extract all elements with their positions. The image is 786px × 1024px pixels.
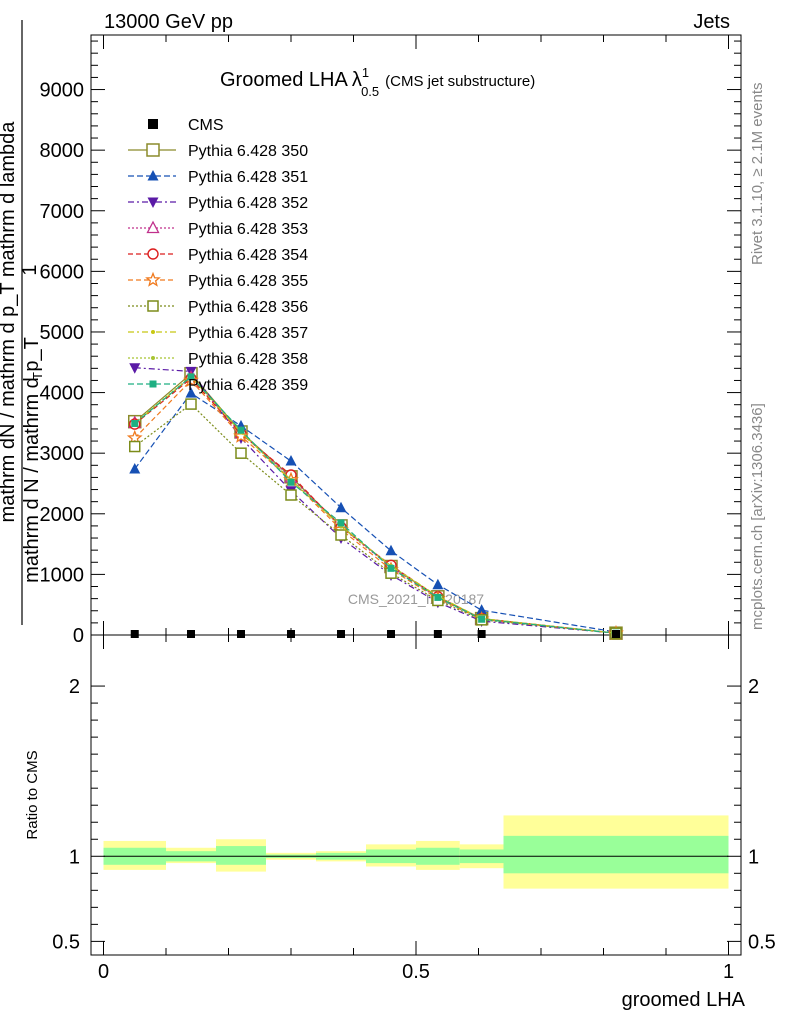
cms-data-point <box>237 630 245 638</box>
legend-marker <box>147 170 159 181</box>
series-point <box>237 426 245 434</box>
y-tick-label: 6000 <box>40 261 85 283</box>
ratio-axis-label: Ratio to CMS <box>24 750 41 839</box>
cms-data-layer <box>130 630 620 638</box>
y-tick-label: 4000 <box>40 383 85 405</box>
legend-marker <box>151 330 155 334</box>
series-point <box>434 593 442 601</box>
series-point <box>335 529 347 541</box>
ratio-band-inner <box>503 835 729 874</box>
series-point <box>335 501 347 513</box>
legend-marker-cms <box>148 119 158 129</box>
series-point <box>185 398 197 410</box>
legend-label: Pythia 6.428 350 <box>188 143 308 160</box>
y-tick-label: 7000 <box>40 201 85 223</box>
ratio-tick-label-left: 2 <box>69 676 80 698</box>
series-point <box>235 447 247 459</box>
y-axis-label-denominator: mathrm d N / mathrm d p_T <box>21 337 43 583</box>
series-point <box>129 462 141 474</box>
chart-title-sub: 0.5 <box>361 84 379 99</box>
legend-marker <box>149 380 157 388</box>
series-point <box>285 455 297 466</box>
legend-label: Pythia 6.428 353 <box>188 221 308 238</box>
chart-title-sup: 1 <box>362 65 369 80</box>
y-tick-label: 5000 <box>40 322 85 344</box>
cms-data-point <box>433 630 442 638</box>
ratio-plot-frame <box>90 634 742 956</box>
y-axis-label-numerator: mathrm dN / mathrm d p_T mathrm d lambda <box>0 121 19 523</box>
analysis-watermark: CMS_2021_I1920187 <box>348 591 484 607</box>
y-axis-label-sub: T <box>30 372 45 380</box>
legend-marker <box>146 220 160 234</box>
legend: CMS Pythia 6.428 350 Pythia 6.428 351 Pythi… <box>128 117 308 394</box>
ratio-tick-label-left: 1 <box>69 846 80 868</box>
series-point <box>129 440 141 453</box>
legend-marker <box>151 356 155 360</box>
chart-title-text: Groomed LHA <box>220 69 348 91</box>
cms-data-point <box>387 630 395 638</box>
y-tick-label: 9000 <box>40 80 85 102</box>
axes: 0 1000 2000 3000 4000 5000 6000 7000 8000 9000 0 0.… <box>40 35 776 983</box>
y-axis-label-prefactor: 1 <box>19 264 41 275</box>
x-tick-label: 0 <box>98 961 109 983</box>
series-point <box>131 419 139 427</box>
chart-title-note: (CMS jet substructure) <box>385 73 535 90</box>
legend-marker <box>147 197 159 208</box>
ratio-bands <box>103 815 729 889</box>
ratio-tick-label-right: 2 <box>748 676 759 698</box>
legend-label: Pythia 6.428 354 <box>188 247 308 264</box>
cms-data-point <box>287 630 295 638</box>
cms-data-point <box>612 630 620 638</box>
x-axis-label: groomed LHA <box>622 989 746 1011</box>
y-tick-label: 1000 <box>40 564 85 586</box>
ratio-tick-label-left: 0.5 <box>52 931 80 953</box>
legend-marker <box>147 300 159 312</box>
legend-label: Pythia 6.428 356 <box>188 299 308 316</box>
series-point <box>233 427 249 443</box>
legend-marker <box>146 143 160 157</box>
cms-data-point <box>337 630 345 638</box>
legend-label: CMS <box>188 117 224 134</box>
cms-data-point <box>130 630 139 638</box>
legend-label: Pythia 6.428 351 <box>188 169 308 186</box>
header-process: 13000 GeV pp <box>104 11 233 33</box>
series-point <box>287 478 295 486</box>
series-point <box>476 604 488 615</box>
series-point <box>385 544 397 556</box>
ratio-band-inner <box>216 846 266 865</box>
header-observable: Jets <box>693 11 730 33</box>
legend-label: Pythia 6.428 352 <box>188 195 308 212</box>
cms-data-point <box>477 630 486 638</box>
x-tick-label: 0.5 <box>402 961 430 983</box>
series-point <box>387 564 395 572</box>
series-point <box>337 519 345 527</box>
legend-marker <box>145 271 161 287</box>
cms-data-point <box>187 630 195 638</box>
y-tick-label: 2000 <box>40 504 85 526</box>
ratio-tick-label-right: 1 <box>748 846 759 868</box>
series-point <box>129 363 141 374</box>
series-point <box>432 578 444 590</box>
legend-label: Pythia 6.428 358 <box>188 351 308 368</box>
mcplots-source-note: mcplots.cern.ch [arXiv:1306.3436] <box>749 403 766 630</box>
y-tick-label: 0 <box>73 625 84 647</box>
chart-title-symbol: λ <box>352 69 362 91</box>
legend-label: Pythia 6.428 359 <box>188 377 308 394</box>
y-axis-label: 1 mathrm dN / mathrm d p_T mathrm d lamb… <box>0 20 45 625</box>
legend-marker <box>147 248 159 260</box>
legend-label: Pythia 6.428 357 <box>188 325 308 342</box>
series-point <box>478 615 486 623</box>
x-tick-label: 1 <box>723 961 734 983</box>
y-tick-label: 3000 <box>40 443 85 465</box>
legend-label: Pythia 6.428 355 <box>188 273 308 290</box>
chart-title: Groomed LHA λ1 0.5 (CMS jet substructure) <box>220 65 535 99</box>
ratio-tick-label-right: 0.5 <box>748 931 776 953</box>
series-point <box>285 489 297 501</box>
rivet-version-note: Rivet 3.1.10, ≥ 2.1M events <box>749 83 766 266</box>
y-tick-label: 8000 <box>40 140 85 162</box>
series-point <box>187 373 195 381</box>
series-point <box>185 387 197 398</box>
